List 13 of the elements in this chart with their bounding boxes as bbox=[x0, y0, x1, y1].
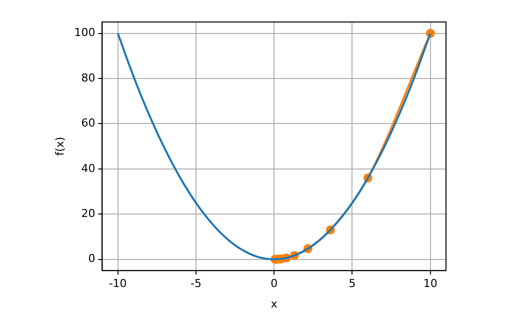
y-tick-label: 0 bbox=[88, 252, 96, 266]
y-tick-label: 60 bbox=[81, 116, 96, 130]
y-tick-label: 80 bbox=[81, 71, 96, 84]
y-tick-label: 100 bbox=[74, 26, 96, 40]
y-tick-label: 20 bbox=[81, 206, 96, 220]
x-axis-title: x bbox=[270, 297, 278, 310]
x-tick-label: -10 bbox=[108, 277, 127, 290]
x-tick-label: 0 bbox=[270, 277, 278, 290]
y-tick-label: 40 bbox=[81, 162, 96, 175]
y-axis-title: f(x) bbox=[53, 136, 66, 156]
x-tick-label: 5 bbox=[348, 277, 356, 290]
x-tick-label: 10 bbox=[423, 277, 438, 290]
x-tick-label: -5 bbox=[190, 277, 202, 290]
